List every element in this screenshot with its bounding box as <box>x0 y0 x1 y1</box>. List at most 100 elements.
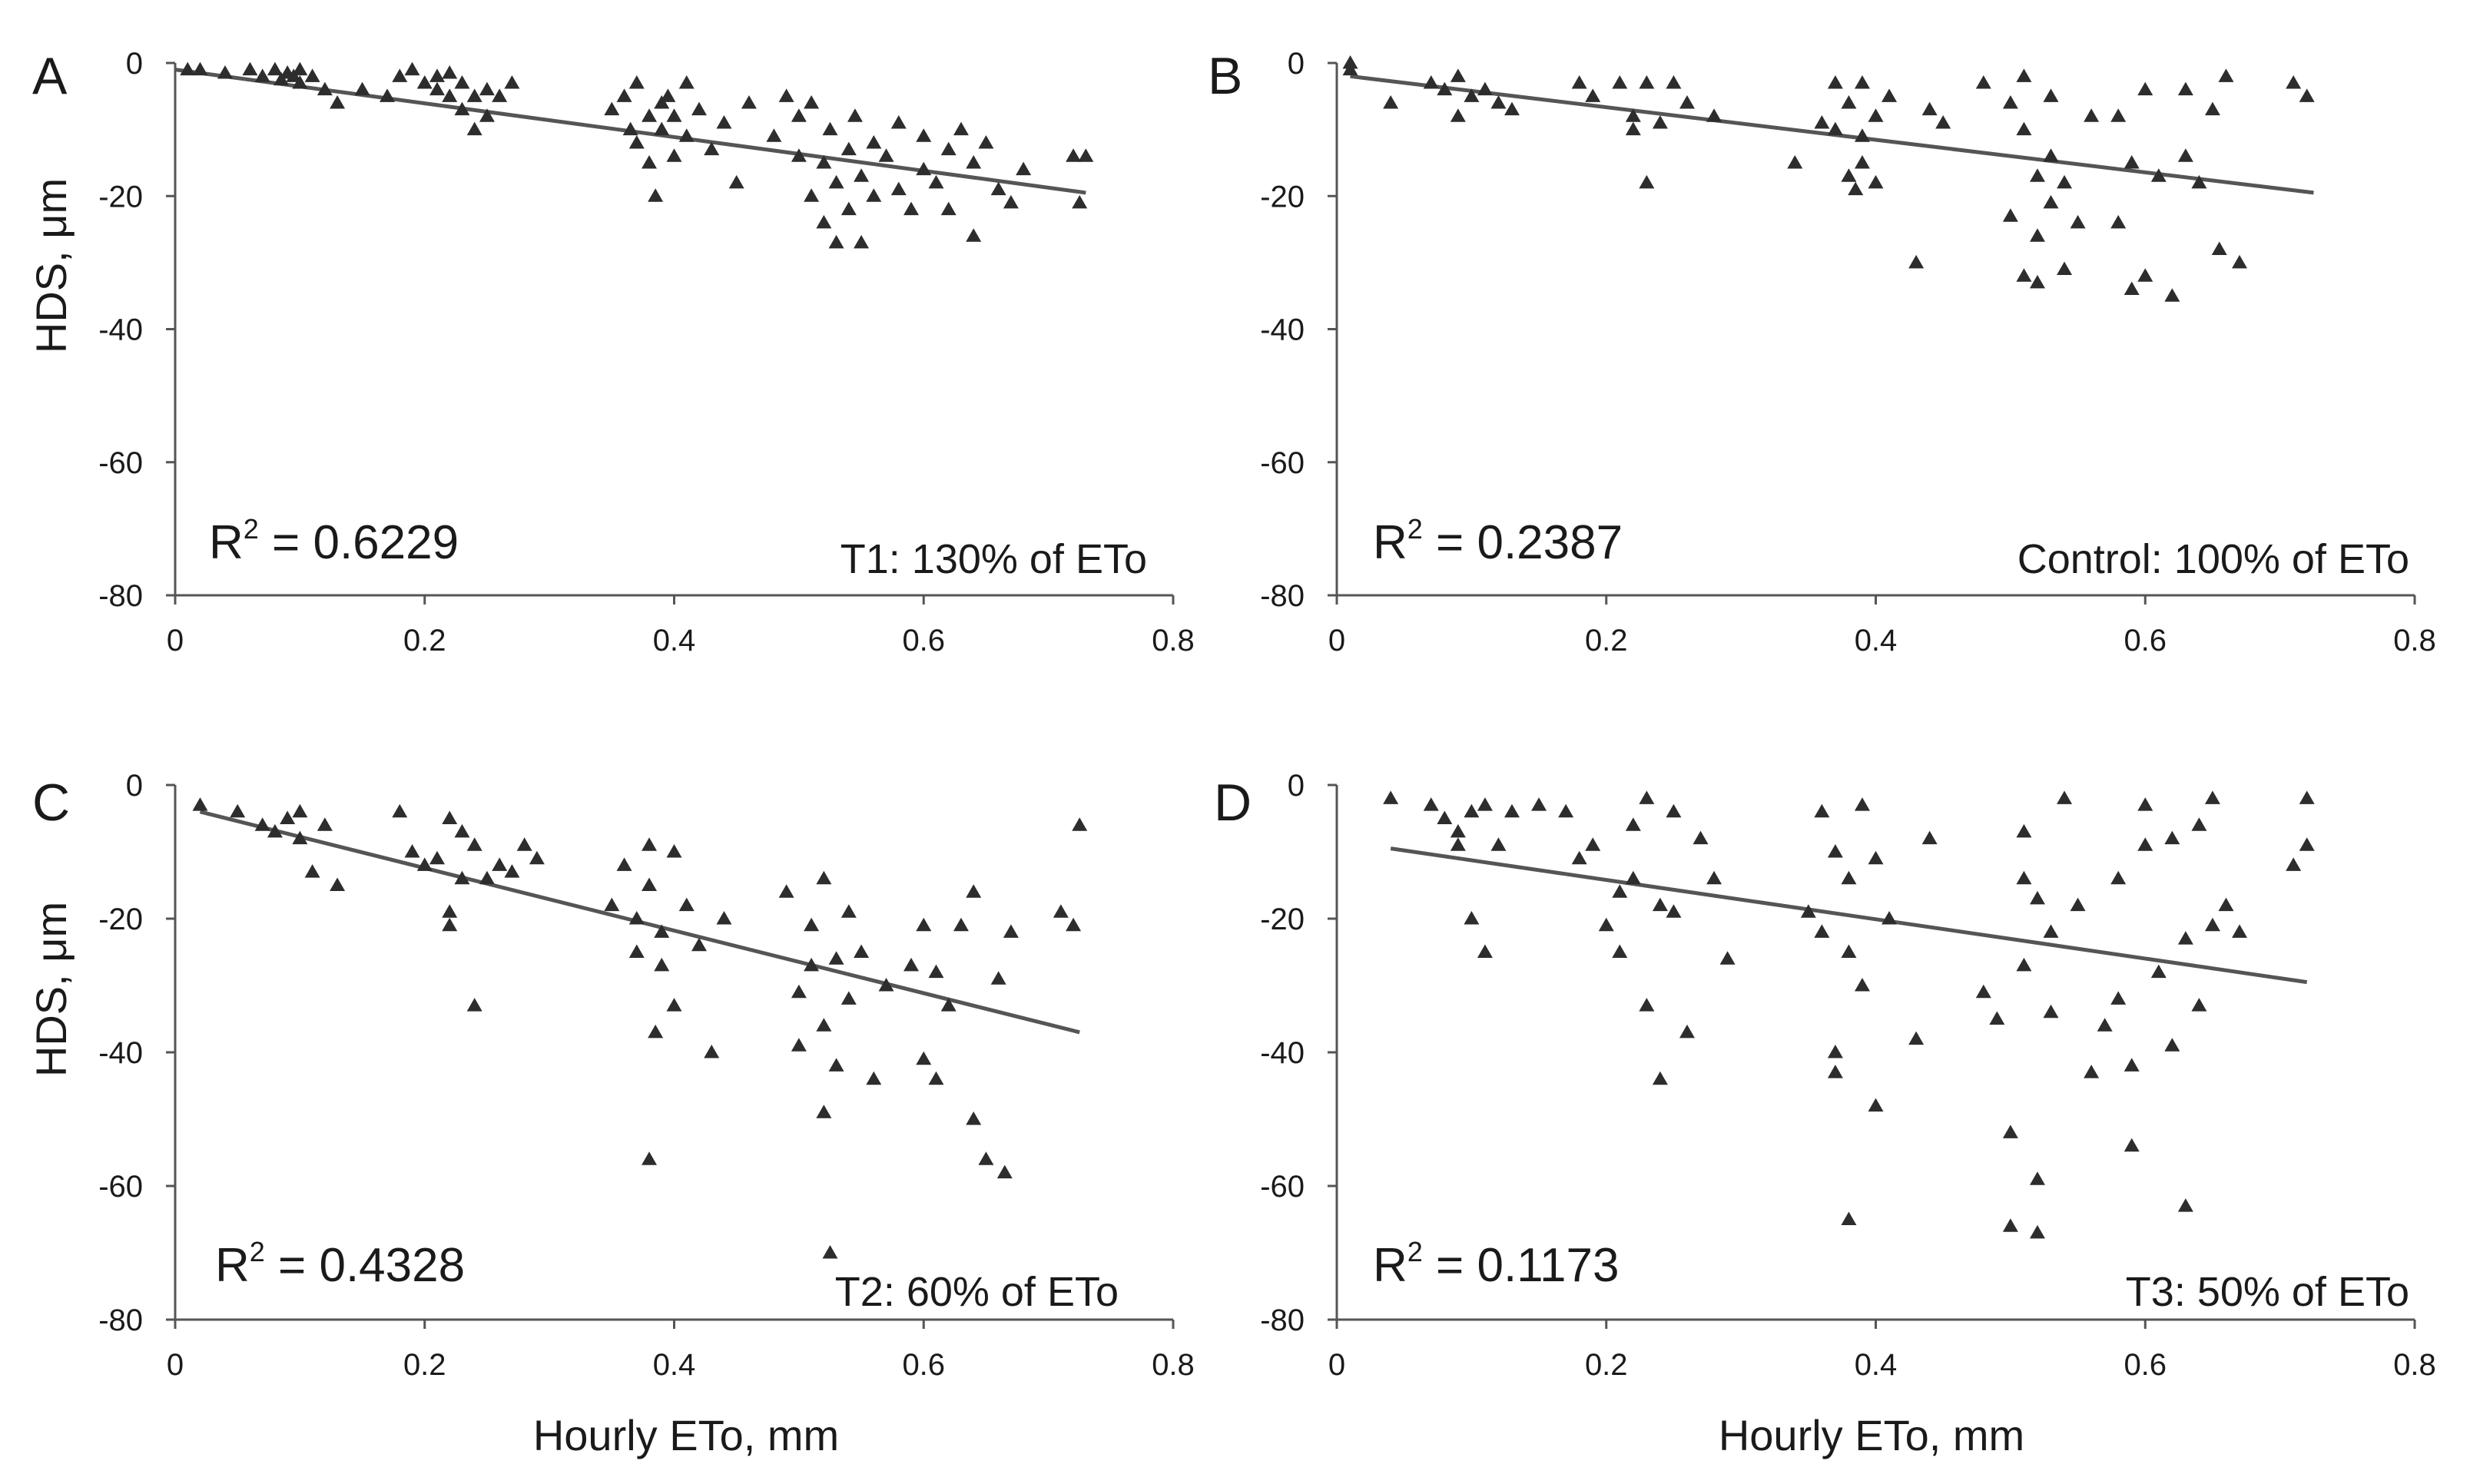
panel-c-data-point <box>267 823 283 838</box>
panel-b-data-point <box>2057 174 2073 189</box>
panel-a-data-point <box>678 75 695 89</box>
panel-c-data-point <box>666 844 682 858</box>
panel-c-data-point <box>628 944 645 958</box>
panel-b-data-point <box>1921 101 1938 116</box>
panel-a-data-point <box>822 121 838 136</box>
panel-d: D Hourly ETo, mm R2 = 0.1173 T3: 50% of … <box>1214 769 2436 1459</box>
panel-a-y-tick-label: -40 <box>98 313 143 347</box>
panel-d-data-point <box>1652 1071 1668 1085</box>
panel-d-data-point <box>2110 991 2127 1005</box>
panel-c-data-point <box>854 944 870 958</box>
panel-b-data-point <box>2164 288 2180 302</box>
panel-d-data-point <box>1841 944 1857 958</box>
panel-a: A HDS, μm R2 = 0.6229 T1: 130% of ETo 0-… <box>27 47 1195 658</box>
panel-c-x-tick-label: 0.4 <box>653 1348 696 1382</box>
panel-a-y-tick-label: -60 <box>98 446 143 480</box>
r2-symbol: R <box>1373 516 1407 569</box>
panel-d-data-point <box>1585 837 1601 851</box>
panel-d-data-point <box>2029 1171 2045 1185</box>
panel-c-data-point <box>828 951 844 965</box>
panel-b-data-point <box>1383 94 1399 109</box>
panel-b-x-tick-label: 0.6 <box>2124 624 2167 658</box>
panel-a-data-point <box>642 154 658 169</box>
panel-d-data-point <box>2084 1065 2100 1078</box>
panel-b-data-point <box>1908 254 1925 269</box>
panel-d-data-point <box>2299 790 2315 804</box>
panel-d-data-point <box>2097 1018 2113 1032</box>
panel-d-data-point <box>2124 1138 2140 1152</box>
panel-b-data-point <box>2124 281 2140 296</box>
panel-d-data-point <box>1477 797 1493 811</box>
panel-c-data-point <box>317 817 333 831</box>
panel-c-treatment-label: T2: 60% of ETo <box>835 1269 1119 1315</box>
panel-d-data-point <box>1921 830 1938 845</box>
panel-c-x-axis-title: Hourly ETo, mm <box>533 1411 839 1459</box>
panel-a-x-tick-label: 0.6 <box>902 624 945 658</box>
panel-d-data-point <box>1814 924 1830 938</box>
panel-b-data-point <box>1787 154 1803 169</box>
panel-a-data-point <box>479 81 495 96</box>
panel-a-data-point <box>816 214 832 229</box>
panel-c-data-point <box>996 1164 1013 1179</box>
panel-c-data-point <box>791 984 807 999</box>
panel-d-trend-line <box>1390 846 2308 985</box>
panel-c-data-point <box>816 1105 832 1118</box>
panel-c-data-point <box>903 957 920 972</box>
panel-a-data-point <box>966 154 982 169</box>
panel-a-data-point <box>180 61 196 76</box>
panel-b-data-point <box>1450 108 1466 122</box>
panel-c-data-point <box>442 917 458 932</box>
panel-d-data-point <box>2286 857 2302 871</box>
panel-a-data-point <box>890 114 907 129</box>
panel-c: C HDS, μm Hourly ETo, mm R2 = 0.4328 T2:… <box>27 769 1195 1459</box>
panel-b-data-point <box>1612 75 1628 89</box>
panel-d-data-point <box>2232 924 2248 938</box>
panel-b: B R2 = 0.2387 Control: 100% of ETo 0 -20 -… <box>1208 47 2436 658</box>
panel-c-data-point <box>392 803 408 818</box>
panel-c-data-point <box>822 1245 838 1259</box>
panel-a-data-point <box>304 68 320 82</box>
r2-value: = 0.2387 <box>1423 516 1623 569</box>
panel-b-treatment-label: Control: 100% of ETo <box>2017 536 2409 582</box>
panel-d-data-point <box>2002 1125 2018 1138</box>
panel-b-data-point <box>2191 174 2207 189</box>
panel-a-data-point <box>691 101 707 116</box>
panel-a-data-point <box>317 81 333 96</box>
panel-a-data-point <box>816 154 832 169</box>
panel-b-r2-label: R2 = 0.2387 <box>1373 513 1623 569</box>
panel-b-data-point <box>2150 168 2167 182</box>
r2-superscript: 2 <box>1407 513 1423 545</box>
panel-d-data-point <box>1437 810 1453 824</box>
panel-b-data-point <box>1975 75 1991 89</box>
panel-a-data-point <box>804 188 820 202</box>
panel-c-data-point <box>916 917 932 932</box>
panel-a-data-point <box>940 141 957 156</box>
panel-a-y-tick-label: -80 <box>98 579 143 613</box>
panel-b-data-point <box>2177 81 2193 96</box>
panel-d-y-tick-label: -80 <box>1260 1303 1305 1337</box>
panel-b-data-point <box>1827 75 1843 89</box>
panel-b-data-point <box>1848 181 1864 196</box>
panel-d-data-point <box>1989 1011 2005 1025</box>
panel-a-data-point <box>890 181 907 196</box>
panel-c-y-tick-label: -80 <box>98 1303 143 1337</box>
panel-a-data-point <box>642 108 658 122</box>
panel-a-data-point <box>666 148 682 162</box>
panel-a-data-point <box>978 134 994 149</box>
panel-b-data-point <box>2016 68 2032 82</box>
panel-a-y-tick-label: -20 <box>98 180 143 214</box>
panel-a-data-point <box>854 168 870 182</box>
panel-d-data-point <box>2191 817 2207 831</box>
panel-b-data-point <box>1639 75 1655 89</box>
panel-b-data-point <box>1679 94 1695 109</box>
panel-d-data-point <box>1800 904 1816 918</box>
panel-d-x-tick-label: 0 <box>1328 1348 1345 1382</box>
panel-d-data-point <box>1490 837 1507 851</box>
panel-b-data-point <box>1504 101 1520 116</box>
panel-b-y-tick-label: -40 <box>1260 313 1305 347</box>
panel-a-x-tick-label: 0.2 <box>403 624 446 658</box>
panel-c-data-point <box>816 1018 832 1032</box>
panel-b-data-point <box>1585 88 1601 102</box>
panel-c-y-tick-label: 0 <box>126 769 143 803</box>
panel-d-data-point <box>1908 1031 1925 1045</box>
